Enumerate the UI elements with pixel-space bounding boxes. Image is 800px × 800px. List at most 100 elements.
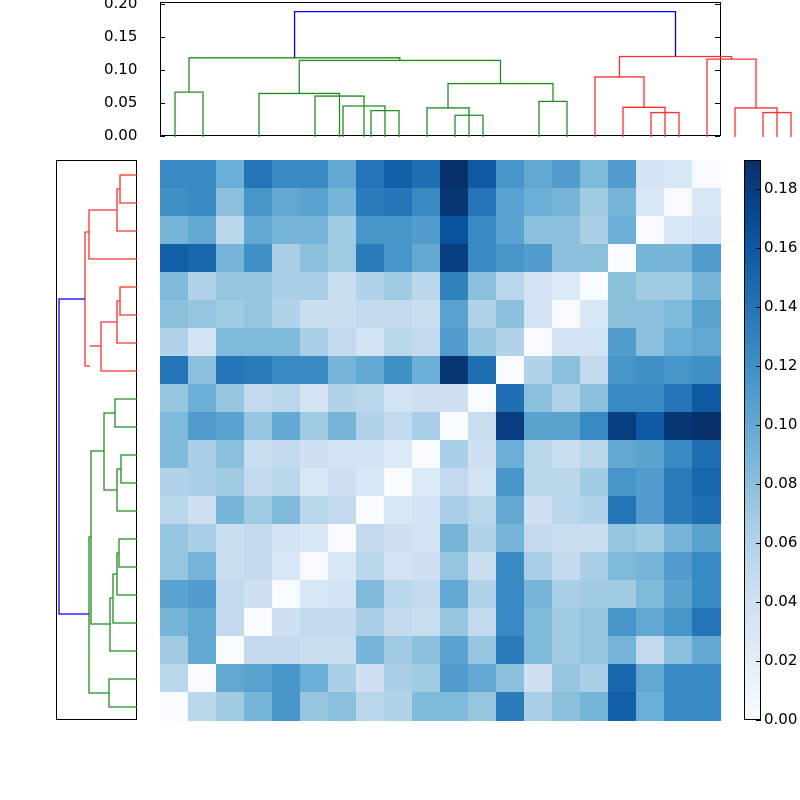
heatmap-cell (552, 552, 581, 581)
heatmap-cell (468, 552, 497, 581)
green-dendrogram-link (88, 536, 109, 694)
heatmap-cell (160, 356, 189, 385)
heatmap-cell (440, 608, 469, 637)
green-dendrogram-link (118, 538, 137, 568)
top-dendrogram-ytick-mark (715, 70, 720, 71)
heatmap-cell (216, 244, 245, 273)
colorbar-tick-label: 0.06 (764, 533, 798, 552)
heatmap-cell (692, 580, 721, 609)
heatmap-cell (608, 552, 637, 581)
heatmap-cell (188, 580, 217, 609)
heatmap-cell (244, 244, 273, 273)
heatmap-cell (188, 608, 217, 637)
heatmap-cell (188, 356, 217, 385)
heatmap-cell (244, 272, 273, 301)
heatmap-cell (524, 328, 553, 357)
heatmap-cell (384, 692, 413, 721)
heatmap-cell (300, 440, 329, 469)
heatmap-cell (272, 552, 301, 581)
top-dendrogram-ytick-label: 0.15 (104, 27, 138, 45)
heatmap-cell (272, 356, 301, 385)
heatmap-cell (412, 580, 441, 609)
heatmap-cell (160, 524, 189, 553)
heatmap-cell (636, 636, 665, 665)
heatmap-cell (188, 384, 217, 413)
heatmap-cell (636, 608, 665, 637)
heatmap-cell (328, 608, 357, 637)
heatmap-cell (412, 160, 441, 189)
heatmap-cell (356, 384, 385, 413)
heatmap-cell (300, 664, 329, 693)
heatmap-cell (328, 692, 357, 721)
heatmap-cell (160, 300, 189, 329)
top-dendrogram-ytick-mark (715, 37, 720, 38)
heatmap-cell (468, 496, 497, 525)
heatmap-cell (524, 580, 553, 609)
heatmap-cell (412, 440, 441, 469)
heatmap-cell (244, 692, 273, 721)
heatmap-cell (468, 664, 497, 693)
heatmap-cell (664, 496, 693, 525)
green-dendrogram-link (120, 454, 137, 484)
top-dendrogram-ytick-mark (160, 103, 165, 104)
heatmap-cell (636, 412, 665, 441)
heatmap-cell (272, 608, 301, 637)
heatmap-cell (328, 244, 357, 273)
heatmap-cell (580, 160, 609, 189)
heatmap-cell (244, 468, 273, 497)
heatmap-cell (468, 356, 497, 385)
heatmap-cell (328, 356, 357, 385)
heatmap-cell (244, 384, 273, 413)
heatmap-cell (692, 496, 721, 525)
heatmap-cell (608, 328, 637, 357)
heatmap-cell (636, 468, 665, 497)
heatmap-cell (300, 244, 329, 273)
heatmap-cell (636, 664, 665, 693)
heatmap-cell (216, 692, 245, 721)
heatmap-cell (664, 328, 693, 357)
heatmap-cell (692, 664, 721, 693)
heatmap-cell (328, 636, 357, 665)
heatmap-cell (244, 636, 273, 665)
colorbar-tick-label: 0.12 (764, 356, 798, 375)
heatmap-cell (664, 244, 693, 273)
heatmap-cell (608, 580, 637, 609)
heatmap-cell (160, 496, 189, 525)
heatmap-cell (412, 608, 441, 637)
heatmap-cell (692, 524, 721, 553)
heatmap-cell (216, 496, 245, 525)
heatmap-cell (524, 412, 553, 441)
heatmap-cell (216, 384, 245, 413)
top-dendrogram-ytick-mark (715, 136, 720, 137)
heatmap-cell (188, 468, 217, 497)
colorbar-tick-label: 0.14 (764, 297, 798, 316)
heatmap-cell (552, 580, 581, 609)
heatmap-cell (412, 216, 441, 245)
heatmap-cell (636, 216, 665, 245)
heatmap-cell (468, 244, 497, 273)
heatmap-cell (244, 216, 273, 245)
heatmap-cell (216, 636, 245, 665)
heatmap-cell (524, 636, 553, 665)
heatmap-cell (384, 356, 413, 385)
heatmap-cell (384, 552, 413, 581)
heatmap-cell (552, 272, 581, 301)
heatmap-cell (496, 328, 525, 357)
heatmap-cell (356, 496, 385, 525)
colorbar-tick-mark (756, 720, 761, 721)
colorbar-tick-mark (756, 484, 761, 486)
heatmap-cell (216, 664, 245, 693)
heatmap-cell (692, 440, 721, 469)
heatmap-cell (328, 552, 357, 581)
green-dendrogram-link (538, 100, 568, 137)
heatmap-cell (524, 272, 553, 301)
heatmap-cell (468, 468, 497, 497)
heatmap-cell (468, 216, 497, 245)
top-dendrogram-ytick-mark (160, 37, 165, 38)
heatmap-cell (552, 440, 581, 469)
heatmap-cell (272, 300, 301, 329)
heatmap-cell (328, 300, 357, 329)
heatmap-cell (160, 608, 189, 637)
red-dendrogram-link (100, 321, 137, 372)
heatmap-cell (160, 552, 189, 581)
